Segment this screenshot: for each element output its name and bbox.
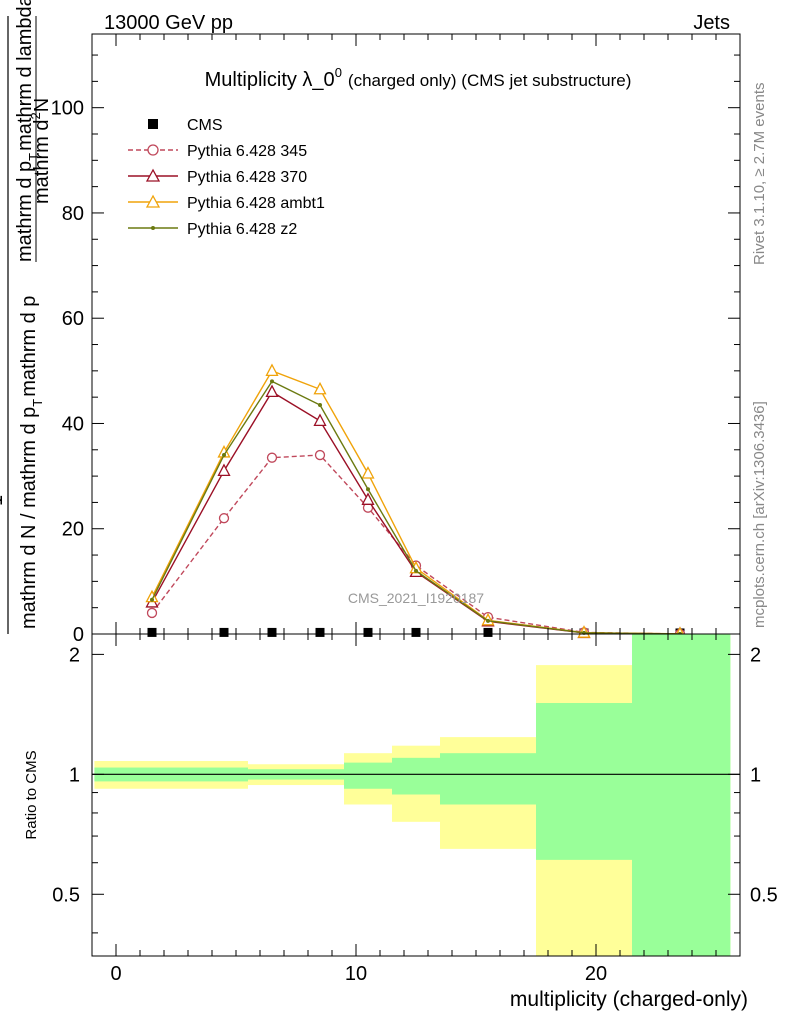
data-point-cms: [267, 627, 277, 637]
legend-marker-cms: [148, 119, 158, 129]
ratio-x-tick-label: 20: [585, 963, 607, 985]
header-left: 13000 GeV pp: [104, 12, 233, 34]
ratio-x-tick-label: 10: [345, 963, 367, 985]
y-tick-label: 60: [62, 308, 84, 330]
main-ylabel-numerator: 1: [0, 495, 7, 506]
data-point-pythia-6-428-z2: [486, 618, 490, 623]
data-point-pythia-6-428-ambt1: [361, 466, 375, 479]
data-point-cms: [147, 627, 157, 637]
series-line-pythia-6-428-345: [151, 454, 681, 635]
data-point-cms: [483, 627, 493, 637]
ratio-y-tick-label-right: 1: [750, 764, 761, 786]
main-title-text: Multiplicity λ_0: [205, 69, 335, 91]
data-point-pythia-6-428-345: [314, 449, 326, 461]
legend-label-pythia-6-428-370: Pythia 6.428 370: [187, 169, 307, 186]
ratio-plot-frame: [91, 633, 741, 957]
main-plot-panel: 0 20 40 60 80 100 CMS_2021_I1920187 Multiplic…: [51, 33, 741, 646]
main-ylabel-inner-numerator-sup: 2: [28, 112, 43, 119]
ratio-plot-panel: 0.5 0.51 12 20 10 20: [52, 633, 778, 985]
main-title: Multiplicity λ_00 (charged only) (CMS jet…: [205, 65, 632, 91]
uncertainty-band-inner: [632, 634, 731, 956]
y-tick-label: 100: [51, 98, 84, 120]
data-point-pythia-6-428-z2: [414, 568, 418, 573]
data-point-pythia-6-428-345: [266, 452, 278, 463]
main-title-superscript: 0: [335, 65, 342, 80]
legend-marker-pythia-6-428-z2: [151, 226, 155, 230]
data-point-pythia-6-428-z2: [150, 597, 154, 602]
main-ylabel-inner-numerator: mathrm d2N: [28, 98, 53, 204]
data-point-pythia-6-428-345: [218, 513, 230, 524]
ratio-y-tick-label-right: 2: [750, 644, 761, 666]
ratio-xlabel: multiplicity (charged-only): [510, 988, 748, 1011]
legend-label-pythia-6-428-ambt1: Pythia 6.428 ambt1: [187, 195, 325, 212]
main-ylabel-denominator: mathrm d N / mathrm d pTmathrm d p: [18, 296, 45, 629]
uncertainty-band-inner: [344, 762, 392, 789]
data-point-pythia-6-428-370: [217, 463, 231, 476]
data-point-pythia-6-428-370: [265, 384, 279, 398]
data-point-pythia-6-428-ambt1: [265, 363, 279, 376]
data-point-pythia-6-428-370: [313, 413, 327, 426]
main-ylabel-denominator-text: mathrm d N / mathrm d p: [18, 407, 40, 629]
main-ylabel-denominator-tail: mathrm d p: [18, 296, 40, 397]
main-ylabel-denominator-sub: T: [30, 399, 45, 407]
main-subtitle: (charged only) (CMS jet substructure): [348, 71, 631, 90]
ratio-x-tick-label: 0: [110, 963, 121, 985]
header-right: Jets: [693, 12, 730, 34]
main-ylabel-inner-denominator-text: mathrm d p: [14, 161, 36, 262]
data-point-pythia-6-428-370: [361, 492, 375, 505]
ratio-y-tick-label-left: 2: [69, 644, 80, 666]
ratio-y-tick-label-left: 1: [69, 764, 80, 786]
legend: CMS Pythia 6.428 345 Pythia 6.428 370 Pythi…: [128, 117, 325, 238]
y-tick-label: 80: [62, 203, 84, 225]
data-point-pythia-6-428-z2: [366, 487, 370, 492]
data-point-cms: [219, 627, 229, 637]
y-tick-label: 0: [73, 624, 84, 646]
legend-marker-pythia-6-428-370: [145, 168, 161, 182]
uncertainty-band-inner: [536, 703, 632, 860]
ratio-plot-marks: [92, 634, 740, 956]
data-point-pythia-6-428-z2: [222, 453, 226, 458]
main-ylabel-inner-denominator-tail: mathrm d lambda: [14, 0, 36, 151]
ratio-y-tick-label-left: 0.5: [52, 884, 80, 906]
main-ylabel-inner-denominator-sub: T: [26, 153, 41, 161]
data-point-cms: [411, 627, 421, 637]
y-tick-label: 40: [62, 413, 84, 435]
data-point-cms: [315, 627, 325, 637]
analysis-watermark: CMS_2021_I1920187: [348, 590, 484, 606]
main-ylabel: mathrm d N / mathrm d pTmathrm d p 1 mat…: [0, 0, 53, 634]
uncertainty-band-inner: [440, 753, 536, 805]
legend-label-pythia-6-428-345: Pythia 6.428 345: [187, 143, 307, 160]
legend-label-cms: CMS: [187, 117, 223, 134]
main-ylabel-inner-denominator: mathrm d pTmathrm d lambda: [14, 0, 41, 262]
main-ylabel-inner-numerator-text: mathrm d: [31, 120, 53, 204]
ratio-axis-ticks: 0.5 0.51 12 20 10 20: [52, 634, 778, 985]
ratio-y-tick-label-right: 0.5: [750, 884, 778, 906]
main-ylabel-inner-numerator-n: N: [31, 98, 53, 112]
legend-marker-pythia-6-428-345: [147, 144, 159, 156]
ratio-ylabel: Ratio to CMS: [23, 750, 40, 839]
data-point-pythia-6-428-ambt1: [313, 381, 327, 395]
legend-marker-pythia-6-428-ambt1: [145, 194, 161, 208]
rivet-label: Rivet 3.1.10, ≥ 2.7M events: [751, 83, 768, 266]
data-point-cms: [363, 627, 373, 637]
uncertainty-band-inner: [392, 757, 440, 795]
data-point-pythia-6-428-345: [146, 607, 158, 619]
main-axis-ticks: 0 20 40 60 80 100: [51, 34, 740, 646]
y-tick-label: 20: [62, 519, 84, 541]
main-plot-marks: [145, 363, 687, 640]
data-point-pythia-6-428-z2: [318, 403, 322, 408]
mcplots-label: mcplots.cern.ch [arXiv:1306.3436]: [751, 401, 768, 628]
data-point-pythia-6-428-z2: [270, 379, 274, 384]
legend-label-pythia-6-428-z2: Pythia 6.428 z2: [187, 221, 297, 238]
